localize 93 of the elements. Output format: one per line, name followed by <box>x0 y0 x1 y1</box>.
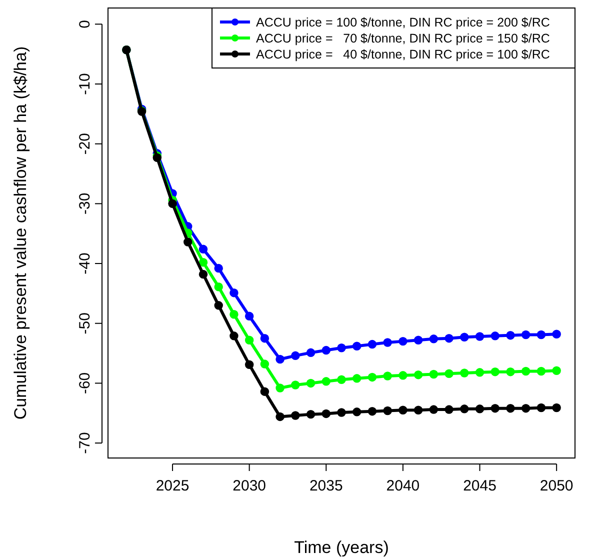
point <box>184 238 192 246</box>
point <box>383 406 392 416</box>
legend-label: ACCU price = 100 $/tonne, DIN RC price = 200 $/RC <box>256 15 550 30</box>
point <box>552 403 561 412</box>
point <box>414 406 423 414</box>
point <box>429 370 438 379</box>
point <box>536 330 546 340</box>
point <box>490 404 500 413</box>
point <box>214 264 223 273</box>
point <box>383 338 392 347</box>
point <box>506 404 515 413</box>
point <box>521 330 530 340</box>
point <box>444 334 454 343</box>
point <box>398 336 408 346</box>
point <box>475 368 484 377</box>
point <box>429 334 438 344</box>
point <box>352 342 362 350</box>
point <box>322 346 331 355</box>
y-tick-label: -50 <box>76 312 94 334</box>
point <box>306 410 316 419</box>
point <box>244 336 254 344</box>
point <box>198 244 208 254</box>
point <box>337 344 346 352</box>
point <box>552 366 561 375</box>
point <box>475 332 484 341</box>
point <box>444 369 454 378</box>
y-tick-label: 0 <box>76 20 94 28</box>
point <box>552 330 561 338</box>
y-tick-label: -70 <box>76 432 94 454</box>
x-axis-title: Time (years) <box>294 538 389 557</box>
legend-label: ACCU price = 70 $/tonne, DIN RC price = 150 $/RC <box>256 31 550 46</box>
point <box>276 384 284 392</box>
x-tick-label: 2050 <box>540 478 574 494</box>
point <box>490 367 500 376</box>
point <box>260 334 270 343</box>
x-tick-label: 2045 <box>463 478 496 494</box>
point <box>536 366 546 376</box>
y-tick-label: -40 <box>76 252 94 274</box>
point <box>260 360 270 368</box>
point <box>230 288 238 298</box>
point <box>352 408 362 416</box>
point <box>168 199 177 208</box>
point <box>521 404 530 413</box>
x-tick-label: 2040 <box>386 478 420 494</box>
point <box>460 332 469 342</box>
point <box>352 374 362 383</box>
y-tick-label: -30 <box>76 192 94 215</box>
point <box>291 351 300 360</box>
point <box>230 332 238 340</box>
point <box>337 408 346 417</box>
point <box>214 282 223 292</box>
point <box>368 340 377 349</box>
point <box>244 360 254 370</box>
point <box>306 348 316 358</box>
x-tick-label: 2035 <box>309 478 343 494</box>
point <box>490 332 500 340</box>
legend-label: ACCU price = 40 $/tonne, DIN RC price = 100 $/RC <box>256 47 550 62</box>
point <box>198 258 208 267</box>
point <box>398 406 408 414</box>
point <box>383 372 392 380</box>
point <box>521 366 530 376</box>
point <box>368 372 377 382</box>
y-tick-label: -60 <box>76 372 94 394</box>
point <box>475 404 484 414</box>
point <box>322 377 331 386</box>
x-tick-label: 2030 <box>232 478 266 494</box>
point <box>306 378 316 388</box>
point <box>536 403 546 412</box>
point <box>444 405 454 414</box>
point <box>398 371 408 380</box>
point <box>460 368 469 378</box>
point <box>414 370 423 380</box>
point <box>244 312 254 321</box>
point <box>230 310 238 319</box>
y-axis-title: Cumulative present value cashflow per ha (k$/ha) <box>11 46 30 420</box>
point <box>506 367 515 376</box>
y-tick-label: -20 <box>76 132 94 155</box>
point <box>414 336 423 344</box>
point <box>276 354 284 364</box>
point <box>429 405 438 414</box>
point <box>260 387 270 396</box>
point <box>337 375 346 384</box>
point <box>276 412 284 422</box>
point <box>291 380 300 390</box>
point <box>460 404 469 414</box>
x-tick-label: 2025 <box>156 478 190 494</box>
point <box>198 270 208 279</box>
point <box>322 409 331 418</box>
point <box>368 406 377 416</box>
point <box>506 330 515 340</box>
y-tick-label: -10 <box>76 73 94 95</box>
point <box>291 411 300 420</box>
point <box>214 301 223 310</box>
